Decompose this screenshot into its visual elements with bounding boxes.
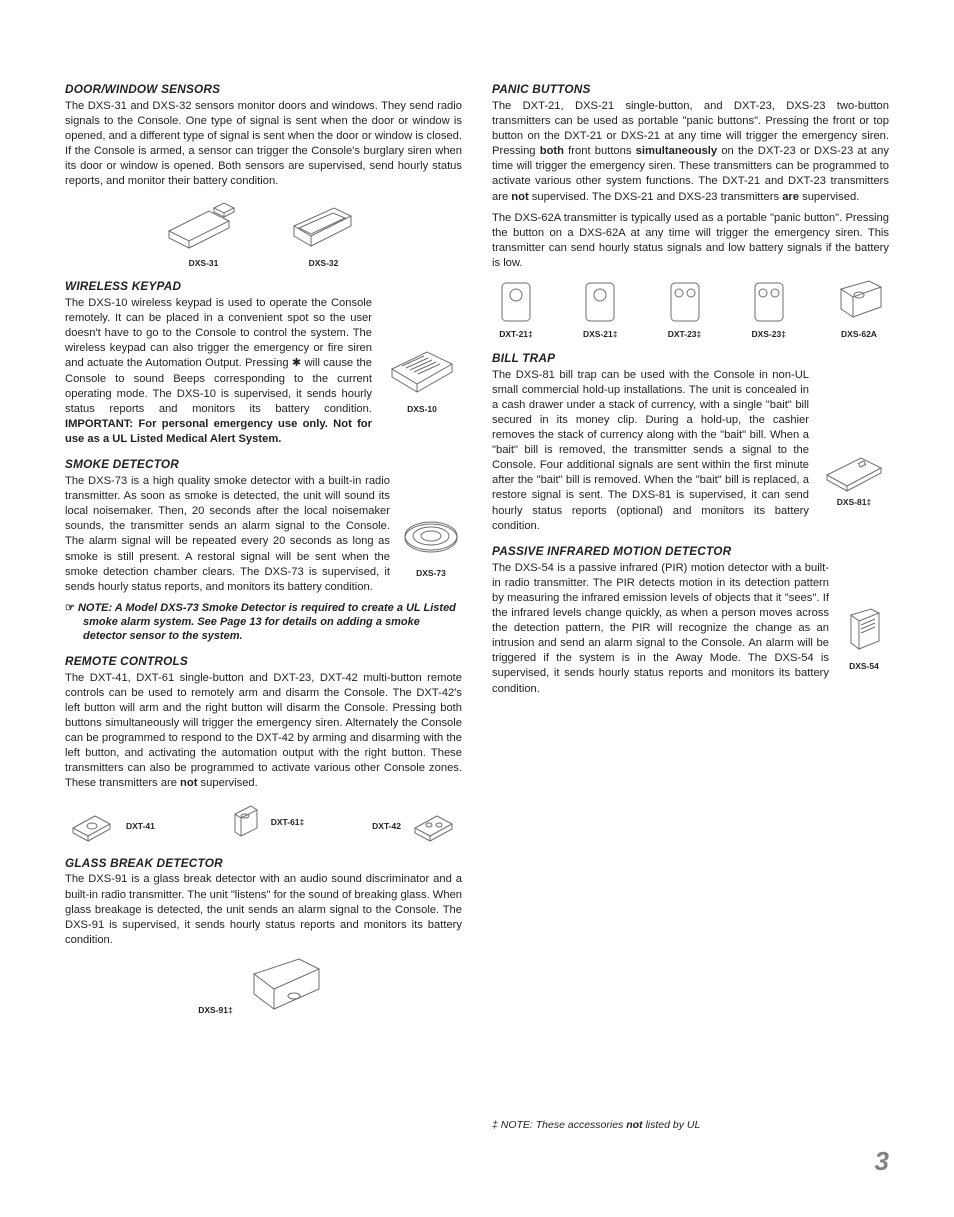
- left-column: DOOR/WINDOW SENSORS The DXS-31 and DXS-3…: [65, 82, 462, 1024]
- smoke-note: ☞ NOTE: A Model DXS-73 Smoke Detector is…: [83, 601, 462, 644]
- dxs10-figure: DXS-10: [382, 344, 462, 415]
- dxs54-figure: DXS-54: [839, 603, 889, 672]
- dxt23-figure: DXT-23‡: [661, 277, 709, 340]
- panic-b2: simultaneously: [636, 145, 717, 157]
- dxt41-figure: DXT-41: [65, 806, 155, 846]
- panic-b3: not: [511, 191, 528, 203]
- remote-text: The DXT-41, DXT-61 single-button and DXT…: [65, 672, 462, 790]
- dxs91-icon: [239, 954, 329, 1016]
- remote-figures: DXT-41 DXT-61‡ DXT-42: [65, 798, 462, 846]
- dxs62a-caption: DXS-62A: [841, 329, 877, 340]
- note-symbol: ☞: [65, 602, 75, 614]
- dxt42-caption: DXT-42: [372, 821, 401, 832]
- page-number: 3: [875, 1146, 889, 1177]
- dxt61-icon: [223, 798, 265, 846]
- glass-heading: GLASS BREAK DETECTOR: [65, 856, 462, 872]
- panic-t4: supervised. The DXS-21 and DXS-23 transm…: [529, 191, 783, 203]
- dxs54-icon: [839, 603, 889, 659]
- dxs81-icon: [819, 450, 889, 495]
- dxs54-caption: DXS-54: [849, 661, 879, 672]
- footnote-tail: listed by UL: [643, 1119, 701, 1131]
- panic-heading: PANIC BUTTONS: [492, 82, 889, 98]
- dxt21-caption: DXT-21‡: [499, 329, 533, 340]
- dxs91-figure: DXS-91‡: [198, 954, 329, 1016]
- dxs81-figure: DXS-81‡: [819, 450, 889, 508]
- dxs73-figure: DXS-73: [400, 516, 462, 579]
- panic-b4: are: [782, 191, 799, 203]
- door-heading: DOOR/WINDOW SENSORS: [65, 82, 462, 98]
- dxs32-figure: DXS-32: [279, 196, 369, 269]
- dxs23-caption: DXS-23‡: [752, 329, 787, 340]
- dxt23-caption: DXT-23‡: [668, 329, 702, 340]
- note-text: NOTE: A Model DXS-73 Smoke Detector is r…: [78, 602, 456, 643]
- glass-figure-row: DXS-91‡: [65, 954, 462, 1016]
- remote-body: The DXT-41, DXT-61 single-button and DXT…: [65, 671, 462, 792]
- ul-footnote: ‡ NOTE: These accessories not listed by …: [492, 1118, 700, 1132]
- dxt41-icon: [65, 806, 120, 846]
- panic-t2: front buttons: [564, 145, 636, 157]
- dxs62a-icon: [829, 277, 889, 327]
- dxs31-icon: [159, 196, 249, 256]
- smoke-text: The DXS-73 is a high quality smoke detec…: [65, 475, 390, 593]
- smoke-heading: SMOKE DETECTOR: [65, 457, 462, 473]
- dxt21-figure: DXT-21‡: [492, 277, 540, 340]
- dxs10-caption: DXS-10: [407, 404, 437, 415]
- panic-figures: DXT-21‡ DXS-21‡ DXT-23‡ DXS-23‡ DXS-62A: [492, 277, 889, 340]
- bill-heading: BILL TRAP: [492, 351, 889, 367]
- dxt61-caption: DXT-61‡: [271, 817, 305, 828]
- footnote-bold: not: [626, 1119, 642, 1131]
- dxs10-icon: [382, 344, 462, 402]
- dxt41-caption: DXT-41: [126, 821, 155, 832]
- dxs32-caption: DXS-32: [309, 258, 339, 269]
- dxs21-figure: DXS-21‡: [576, 277, 624, 340]
- smoke-body: DXS-73 The DXS-73 is a high quality smok…: [65, 474, 462, 595]
- dxs21-icon: [576, 277, 624, 327]
- keypad-body: DXS-10 The DXS-10 wireless keypad is use…: [65, 296, 462, 447]
- panic-body2: The DXS-62A transmitter is typically use…: [492, 211, 889, 271]
- dxs31-figure: DXS-31: [159, 196, 249, 269]
- dxs31-caption: DXS-31: [189, 258, 219, 269]
- pir-text: The DXS-54 is a passive infrared (PIR) m…: [492, 562, 829, 695]
- dxt42-figure: DXT-42: [372, 806, 462, 846]
- pir-body: DXS-54 The DXS-54 is a passive infrared …: [492, 561, 889, 697]
- dxs73-caption: DXS-73: [416, 568, 446, 579]
- dxt21-icon: [492, 277, 540, 327]
- dxt42-icon: [407, 806, 462, 846]
- panic-b1: both: [540, 145, 564, 157]
- remote-tail: supervised.: [197, 777, 257, 789]
- door-figures: DXS-31 DXS-32: [65, 196, 462, 269]
- dxt61-figure: DXT-61‡: [223, 798, 305, 846]
- page: DOOR/WINDOW SENSORS The DXS-31 and DXS-3…: [0, 0, 954, 1217]
- remote-bold: not: [180, 777, 197, 789]
- keypad-bold: IMPORTANT: For personal emergency use on…: [65, 418, 372, 445]
- right-column: PANIC BUTTONS The DXT-21, DXS-21 single-…: [492, 82, 889, 1024]
- dxs73-icon: [400, 516, 462, 566]
- dxs81-caption: DXS-81‡: [837, 497, 872, 508]
- dxs23-icon: [745, 277, 793, 327]
- panic-t5: supervised.: [799, 191, 859, 203]
- pir-heading: PASSIVE INFRARED MOTION DETECTOR: [492, 544, 889, 560]
- door-body: The DXS-31 and DXS-32 sensors monitor do…: [65, 99, 462, 190]
- dxs62a-figure: DXS-62A: [829, 277, 889, 340]
- footnote-lead: ‡ NOTE: These accessories: [492, 1119, 626, 1131]
- dxs32-icon: [279, 196, 369, 256]
- bill-body: DXS-81‡ The DXS-81 bill trap can be used…: [492, 368, 889, 534]
- bill-text: The DXS-81 bill trap can be used with th…: [492, 369, 809, 532]
- glass-body: The DXS-91 is a glass break detector wit…: [65, 872, 462, 948]
- dxs21-caption: DXS-21‡: [583, 329, 618, 340]
- dxs23-figure: DXS-23‡: [745, 277, 793, 340]
- panic-body1: The DXT-21, DXS-21 single-button, and DX…: [492, 99, 889, 205]
- dxs91-caption: DXS-91‡: [198, 1005, 233, 1016]
- keypad-heading: WIRELESS KEYPAD: [65, 279, 462, 295]
- dxt23-icon: [661, 277, 709, 327]
- keypad-text: The DXS-10 wireless keypad is used to op…: [65, 297, 372, 415]
- two-column-layout: DOOR/WINDOW SENSORS The DXS-31 and DXS-3…: [65, 82, 889, 1024]
- remote-heading: REMOTE CONTROLS: [65, 654, 462, 670]
